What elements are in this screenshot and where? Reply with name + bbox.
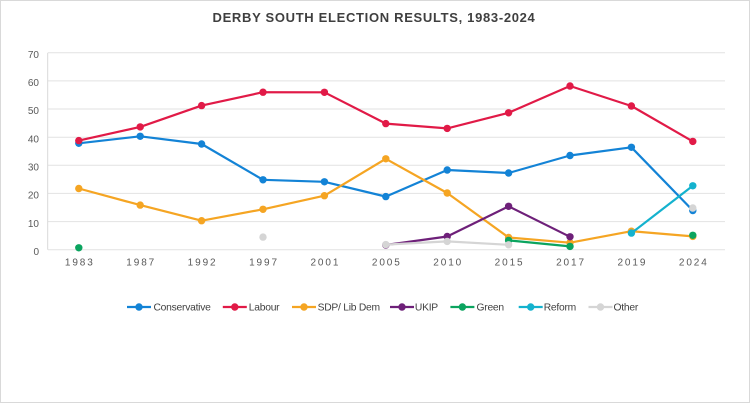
svg-text:2010: 2010 [433, 258, 463, 269]
svg-text:2015: 2015 [495, 258, 525, 269]
svg-text:UKIP: UKIP [415, 302, 438, 313]
svg-text:1987: 1987 [126, 258, 156, 269]
svg-text:Labour: Labour [249, 302, 280, 313]
svg-text:Conservative: Conservative [154, 302, 212, 313]
svg-text:70: 70 [28, 50, 40, 61]
svg-text:30: 30 [28, 163, 40, 174]
svg-text:1997: 1997 [249, 258, 279, 269]
svg-text:Green: Green [477, 302, 505, 313]
svg-text:2017: 2017 [556, 258, 586, 269]
svg-text:40: 40 [28, 134, 40, 145]
svg-text:Other: Other [614, 302, 639, 313]
svg-text:1992: 1992 [188, 258, 218, 269]
svg-text:2001: 2001 [310, 258, 340, 269]
svg-text:DERBY SOUTH ELECTION RESULTS,: DERBY SOUTH ELECTION RESULTS, 1983-2024 [213, 10, 536, 25]
svg-text:SDP/ Lib Dem: SDP/ Lib Dem [318, 302, 380, 313]
svg-text:2019: 2019 [617, 258, 647, 269]
svg-text:2005: 2005 [372, 258, 402, 269]
svg-text:0: 0 [33, 247, 39, 258]
svg-text:2024: 2024 [679, 258, 709, 269]
svg-text:50: 50 [28, 106, 40, 117]
svg-text:10: 10 [28, 219, 40, 230]
svg-text:Reform: Reform [544, 302, 576, 313]
svg-text:20: 20 [28, 191, 40, 202]
svg-text:60: 60 [28, 78, 40, 89]
svg-text:1983: 1983 [65, 258, 95, 269]
